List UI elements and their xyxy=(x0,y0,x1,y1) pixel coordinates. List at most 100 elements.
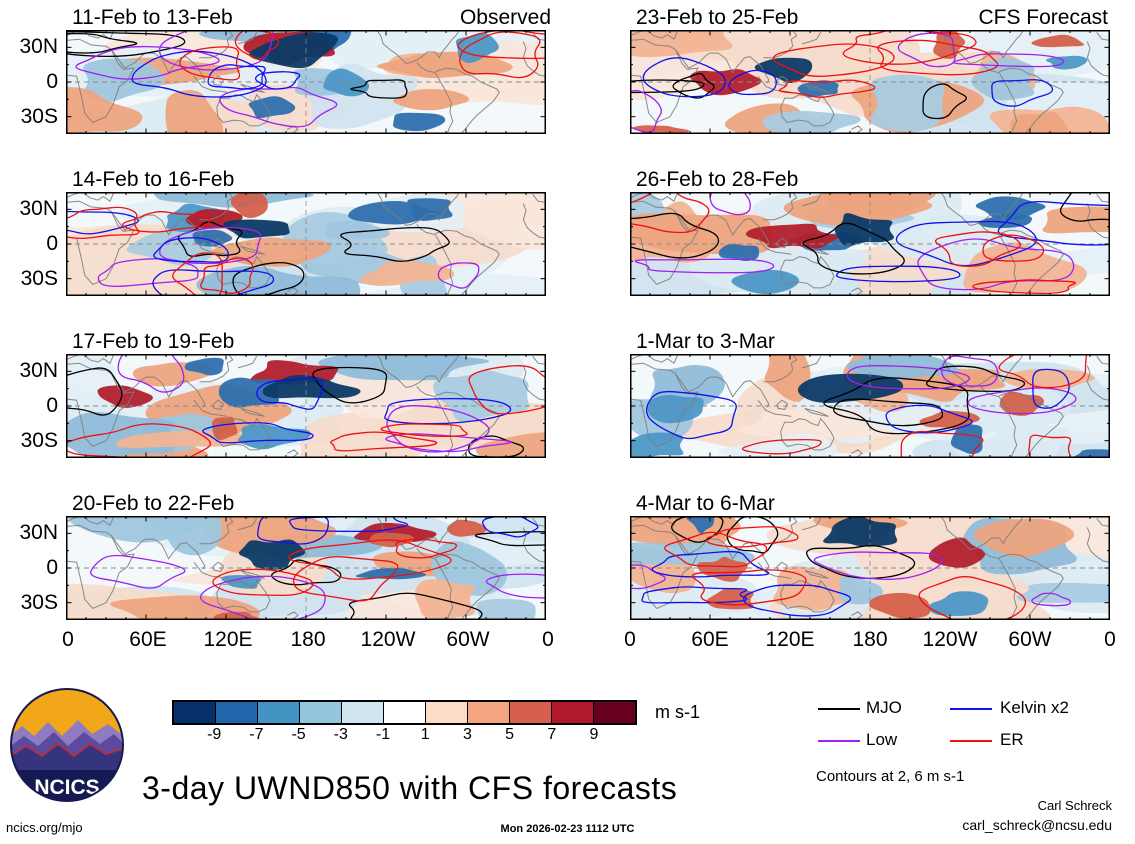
colorbar-cell xyxy=(552,702,594,723)
colorbar-tick-label: -3 xyxy=(333,726,348,743)
colorbar-tick-label: 3 xyxy=(462,726,472,743)
legend-label: Low xyxy=(866,730,898,749)
map-plot xyxy=(66,192,546,296)
tick-marks xyxy=(630,30,1110,134)
colorbar-tick-label: -7 xyxy=(249,726,264,743)
x-tick-label: 60E xyxy=(129,628,167,651)
map-plot xyxy=(66,516,546,620)
coastline-layer xyxy=(630,354,1110,458)
map-art xyxy=(630,192,1110,296)
map-panel: 4-Mar to 6-Mar xyxy=(630,490,1110,620)
credit-name: Carl Schreck xyxy=(1037,798,1112,813)
x-axis-right: 0 60E 120E 180 120W 60W 0 xyxy=(624,628,1116,656)
y-axis-labels: 30N 0 30S xyxy=(0,516,66,620)
colorbar-tick-label: -1 xyxy=(375,726,391,743)
legend-note: Contours at 2, 6 m s-1 xyxy=(816,768,965,785)
legend-label: Kelvin x2 xyxy=(1000,698,1069,717)
tick-marks xyxy=(66,192,546,296)
colorbar-cell xyxy=(300,702,342,723)
x-tick-label: 0 xyxy=(542,628,554,651)
x-tick-label: 120E xyxy=(203,628,253,651)
x-tick-label: 120W xyxy=(360,628,416,651)
x-tick-label: 60W xyxy=(446,628,490,651)
tick-marks xyxy=(66,30,546,134)
map-art xyxy=(66,516,546,620)
map-art xyxy=(66,30,546,134)
colorbar-tick-label: 9 xyxy=(589,726,599,743)
y-tick-label: 30S xyxy=(20,428,58,452)
map-plot xyxy=(630,192,1110,296)
x-axis-left: 0 60E 120E 180 120W 60W 0 xyxy=(62,628,554,656)
forecast-column: 23-Feb to 25-Feb CFS Forecast 26-Feb to 28… xyxy=(630,4,1110,664)
y-tick-label: 0 xyxy=(46,556,58,579)
y-axis-labels: 30N 0 30S xyxy=(0,30,66,134)
panel-title: 17-Feb to 19-Feb xyxy=(72,330,235,353)
x-tick-label: 0 xyxy=(1104,628,1116,651)
footer-url[interactable]: ncics.org/mjo xyxy=(6,820,83,835)
map-art xyxy=(66,354,546,458)
contour-layer xyxy=(66,30,546,128)
colorbar-tick-label: -9 xyxy=(207,726,222,743)
contour-layer xyxy=(645,354,1087,458)
map-panel: 1-Mar to 3-Mar xyxy=(630,328,1110,458)
y-axis-labels: 30N 0 30S xyxy=(0,354,66,458)
y-tick-label: 30N xyxy=(19,35,58,59)
colorbar xyxy=(172,700,637,725)
legend-line-low xyxy=(818,740,860,742)
tick-marks xyxy=(66,354,546,458)
map-art xyxy=(630,516,1110,620)
tick-marks xyxy=(630,354,1110,458)
map-panel: 11-Feb to 13-Feb Observed 30N 0 30S xyxy=(0,4,553,134)
x-tick-label: 120W xyxy=(922,628,978,651)
map-panel: 20-Feb to 22-Feb 30N 0 30S xyxy=(0,490,553,620)
panel-title: 23-Feb to 25-Feb xyxy=(636,6,799,29)
legend-label: MJO xyxy=(866,698,902,717)
colorbar-cell xyxy=(426,702,468,723)
coastline-layer xyxy=(630,516,1110,620)
panel-title: 26-Feb to 28-Feb xyxy=(636,168,799,191)
contour-layer xyxy=(90,516,546,620)
x-tick-label: 120E xyxy=(765,628,815,651)
legend-label: ER xyxy=(1000,730,1024,749)
panel-title: 11-Feb to 13-Feb xyxy=(72,6,233,29)
panel-title: 4-Mar to 6-Mar xyxy=(636,492,775,515)
tick-marks xyxy=(630,516,1110,620)
map-grid: 11-Feb to 13-Feb Observed 30N 0 30S 14-Feb to… xyxy=(0,4,1135,676)
colorbar-tick-label: -5 xyxy=(291,726,306,743)
map-panel: 14-Feb to 16-Feb 30N 0 30S xyxy=(0,166,553,296)
y-tick-label: 30N xyxy=(19,197,58,221)
colorbar-tick-label: 1 xyxy=(420,726,430,743)
colorbar-units: m s-1 xyxy=(655,702,700,722)
y-tick-label: 30S xyxy=(20,104,58,128)
y-tick-label: 30N xyxy=(19,359,58,383)
tick-marks xyxy=(630,192,1110,296)
y-axis-labels: 30N 0 30S xyxy=(0,192,66,296)
colorbar-cell xyxy=(510,702,552,723)
x-tick-label: 180 xyxy=(290,628,326,651)
map-plot xyxy=(630,354,1110,458)
panel-title: 14-Feb to 16-Feb xyxy=(72,168,235,191)
legend-line-mjo xyxy=(818,708,860,710)
map-art xyxy=(630,30,1110,134)
contour-layer xyxy=(630,30,1065,133)
y-tick-label: 0 xyxy=(46,394,58,417)
logo-text: NCICS xyxy=(34,776,99,799)
coastline-layer xyxy=(66,354,546,458)
map-plot xyxy=(66,354,546,458)
tick-marks xyxy=(66,516,546,620)
map-plot xyxy=(630,30,1110,134)
x-tick-label: 0 xyxy=(624,628,636,651)
colorbar-tick-label: 7 xyxy=(547,726,557,743)
y-tick-label: 30N xyxy=(19,521,58,545)
panel-annotation: CFS Forecast xyxy=(978,6,1108,29)
map-panel: 23-Feb to 25-Feb CFS Forecast xyxy=(630,4,1110,134)
x-tick-label: 60W xyxy=(1008,628,1052,651)
colorbar-cell xyxy=(594,702,635,723)
coastline-layer xyxy=(630,30,1110,134)
ncics-logo: NCICS xyxy=(10,688,124,802)
colorbar-cell xyxy=(342,702,384,723)
y-tick-label: 30S xyxy=(20,590,58,614)
x-tick-label: 0 xyxy=(62,628,74,651)
x-tick-label: 60E xyxy=(691,628,729,651)
